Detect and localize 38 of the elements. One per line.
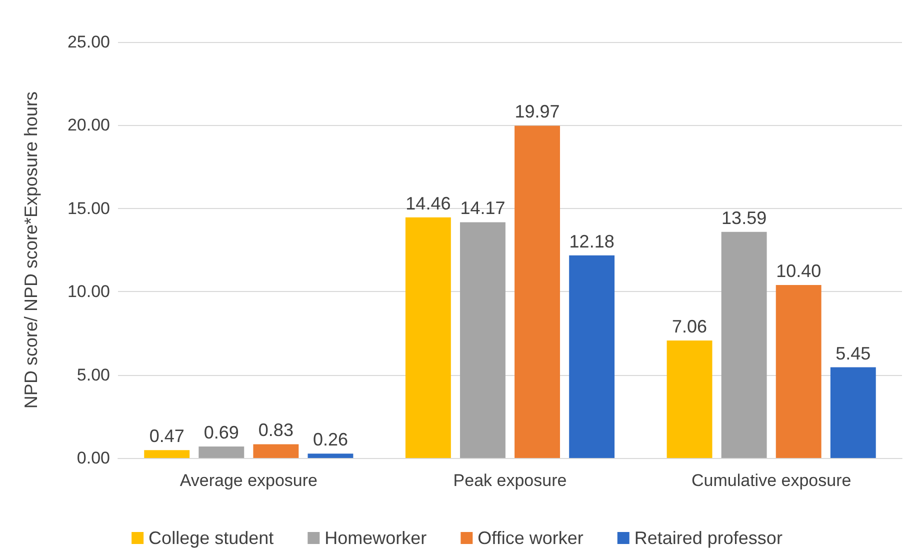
y-tick-label: 5.00 bbox=[76, 365, 110, 384]
x-tick-label: Cumulative exposure bbox=[691, 471, 852, 490]
data-label: 14.17 bbox=[460, 198, 506, 218]
bar bbox=[253, 444, 299, 458]
data-label: 13.59 bbox=[722, 208, 767, 228]
y-tick-label: 25.00 bbox=[67, 32, 110, 52]
legend-label: Retaired professor bbox=[634, 528, 782, 548]
y-axis-title: NPD score/ NPD score*Exposure hours bbox=[21, 91, 41, 409]
bar bbox=[569, 255, 615, 458]
y-tick-label: 0.00 bbox=[76, 448, 110, 468]
bar bbox=[308, 454, 354, 458]
bar bbox=[144, 450, 190, 458]
bar bbox=[514, 126, 560, 458]
data-label: 19.97 bbox=[514, 102, 560, 122]
bar bbox=[666, 340, 712, 458]
x-tick-label: Average exposure bbox=[180, 471, 318, 490]
bar bbox=[460, 222, 506, 458]
data-label: 0.47 bbox=[149, 426, 184, 446]
y-tick-label: 15.00 bbox=[67, 198, 110, 218]
data-label: 5.45 bbox=[836, 343, 871, 364]
bar bbox=[776, 284, 822, 458]
y-tick-label: 20.00 bbox=[67, 116, 110, 135]
legend-label: College student bbox=[148, 528, 274, 548]
data-label: 12.18 bbox=[569, 231, 614, 252]
data-label: 7.06 bbox=[672, 316, 708, 337]
bar bbox=[830, 367, 876, 458]
bar bbox=[721, 232, 767, 458]
data-label: 0.26 bbox=[312, 430, 348, 450]
bar bbox=[198, 446, 244, 458]
data-label: 14.46 bbox=[406, 193, 451, 214]
x-tick-label: Peak exposure bbox=[453, 471, 567, 490]
data-label: 10.40 bbox=[776, 260, 822, 281]
data-label: 0.83 bbox=[258, 420, 294, 440]
legend-label: Homeworker bbox=[324, 528, 427, 548]
bar bbox=[405, 217, 451, 458]
legend-label: Office worker bbox=[478, 528, 584, 548]
data-label: 0.69 bbox=[204, 422, 239, 443]
y-tick-label: 10.00 bbox=[67, 282, 110, 302]
